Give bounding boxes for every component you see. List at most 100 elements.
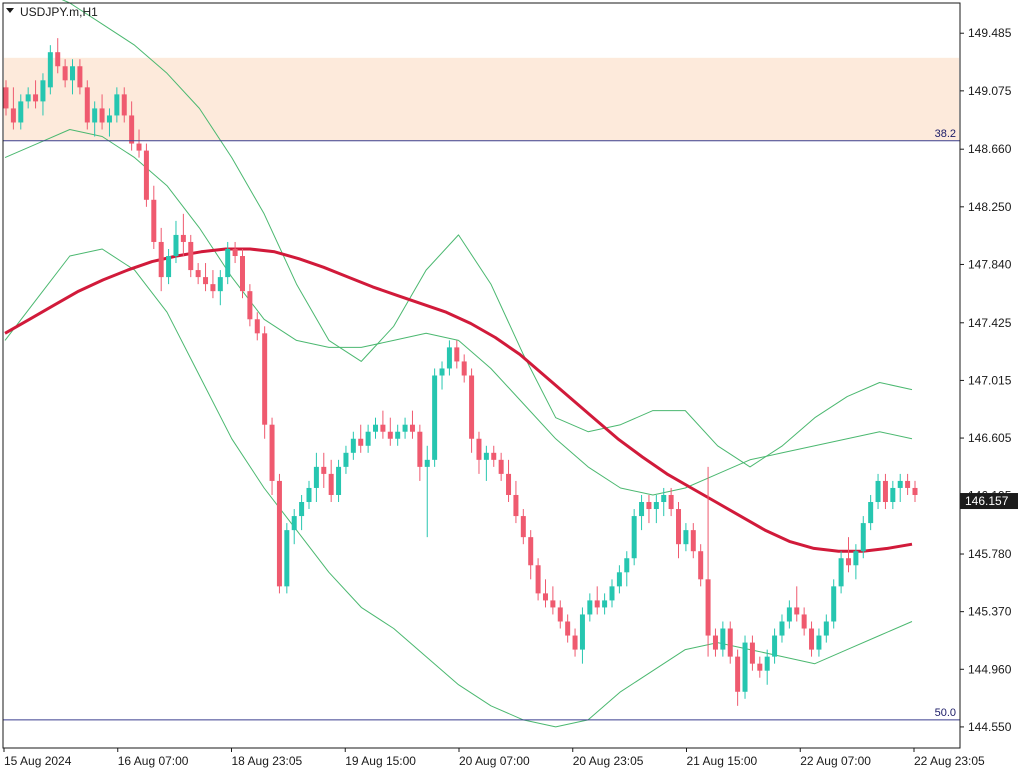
- candle: [262, 326, 268, 439]
- candle-body: [742, 642, 748, 692]
- candle-body: [616, 572, 622, 587]
- candle-body: [520, 516, 526, 538]
- y-tick-label: 145.370: [968, 605, 1012, 619]
- plot-frame: [2, 2, 961, 749]
- candle: [676, 502, 682, 559]
- y-tick-label: 149.485: [968, 26, 1012, 40]
- candle: [166, 248, 172, 285]
- candle-body: [217, 277, 223, 292]
- candle: [84, 80, 90, 130]
- candle: [461, 354, 467, 383]
- candle-body: [594, 600, 600, 608]
- candle-body: [70, 66, 76, 81]
- candle: [875, 473, 881, 510]
- candle: [373, 417, 379, 439]
- candle-body: [868, 502, 874, 524]
- candle-body: [409, 424, 415, 432]
- x-tick-label: 21 Aug 15:00: [687, 754, 758, 768]
- candle-body: [498, 459, 504, 474]
- candle: [328, 459, 334, 503]
- candle-body: [491, 452, 497, 460]
- candle: [757, 656, 763, 678]
- band-mid-line: [4, 129, 913, 496]
- candle: [299, 494, 305, 531]
- candle-body: [542, 593, 548, 601]
- candle: [845, 537, 851, 573]
- candle-body: [506, 473, 512, 495]
- candle: [424, 445, 430, 538]
- candle-body: [232, 248, 238, 257]
- candle-body: [313, 466, 319, 488]
- candle-body: [402, 424, 408, 432]
- candle: [306, 480, 312, 510]
- candle: [188, 234, 194, 278]
- candle-body: [764, 656, 770, 671]
- candle-body: [395, 431, 401, 439]
- fibonacci-levels: 38.2 50.0: [3, 128, 960, 721]
- candle: [786, 600, 792, 629]
- candle: [749, 635, 755, 671]
- dropdown-triangle-icon[interactable]: [6, 8, 14, 13]
- candle-body: [350, 438, 356, 453]
- candle: [498, 452, 504, 481]
- candle-body: [239, 256, 245, 292]
- candle: [247, 284, 253, 327]
- candle-body: [121, 94, 127, 116]
- y-tick-label: 147.840: [968, 257, 1012, 271]
- candle: [336, 459, 342, 503]
- candle: [99, 94, 105, 130]
- current-price-tag: [960, 493, 1018, 510]
- candle: [129, 101, 135, 151]
- candle-body: [151, 199, 157, 242]
- candle: [136, 129, 142, 158]
- y-tick-label: 147.425: [968, 316, 1012, 330]
- candle: [616, 565, 622, 594]
- candle-body: [254, 319, 260, 334]
- candle-body: [720, 628, 726, 650]
- candle-body: [749, 642, 755, 664]
- x-tick-label: 16 Aug 07:00: [118, 754, 189, 768]
- x-tick-label: 22 Aug 07:00: [800, 754, 871, 768]
- candle-body: [336, 466, 342, 495]
- candle-body: [469, 375, 475, 439]
- y-tick-label: 145.780: [968, 547, 1012, 561]
- candle: [535, 558, 541, 601]
- candle-body: [882, 480, 888, 503]
- candle: [579, 607, 585, 664]
- candle-body: [757, 663, 763, 671]
- candle: [557, 600, 563, 629]
- x-tick-label: 20 Aug 07:00: [459, 754, 530, 768]
- candle-body: [40, 80, 46, 102]
- candle: [868, 494, 874, 531]
- candle: [506, 459, 512, 503]
- candle: [173, 220, 179, 264]
- current-price-label: 146.157: [965, 494, 1009, 508]
- candle: [712, 628, 718, 657]
- candle-body: [639, 502, 645, 517]
- candle: [232, 241, 238, 264]
- y-tick-label: 149.075: [968, 84, 1012, 98]
- candle-body: [439, 368, 445, 376]
- candle-body: [262, 333, 268, 425]
- candle-body: [247, 291, 253, 320]
- moving-average: [4, 247, 913, 553]
- candle-body: [905, 480, 911, 488]
- candle: [210, 270, 216, 299]
- candle: [217, 270, 223, 306]
- candle-body: [203, 277, 209, 285]
- candle: [882, 473, 888, 510]
- candle: [631, 509, 637, 566]
- y-tick-label: 148.250: [968, 200, 1012, 214]
- candle: [912, 480, 918, 503]
- candle: [432, 368, 438, 467]
- candle-body: [661, 494, 667, 503]
- candle-body: [114, 94, 120, 116]
- candle: [890, 480, 896, 510]
- candle: [291, 509, 297, 545]
- y-tick-label: 146.605: [968, 431, 1012, 445]
- candle: [565, 614, 571, 643]
- candle: [653, 494, 659, 524]
- candle-body: [3, 87, 9, 109]
